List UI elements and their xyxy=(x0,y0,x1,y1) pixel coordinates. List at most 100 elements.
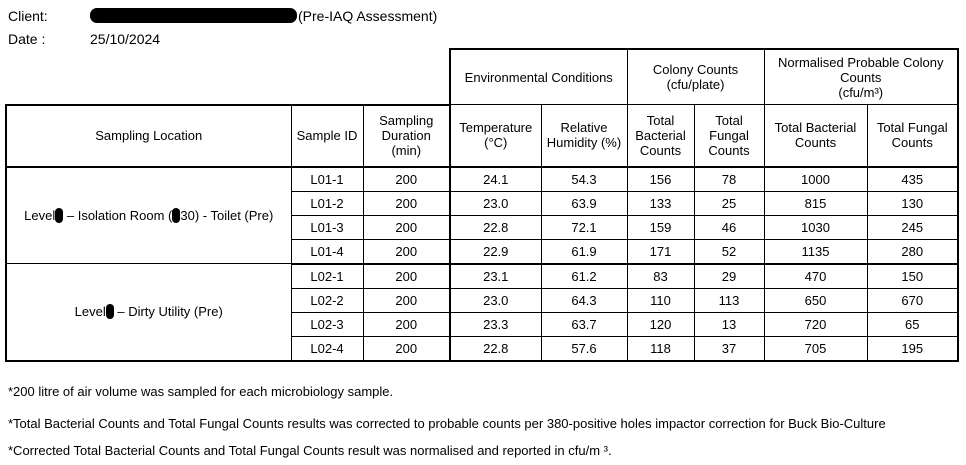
norm-fungal-cell: 65 xyxy=(866,311,959,337)
norm-fungal-cell: 150 xyxy=(866,263,959,289)
total-bacterial-cell: 83 xyxy=(626,263,695,289)
total-fungal-cell: 29 xyxy=(693,263,765,289)
humidity-cell: 72.1 xyxy=(540,214,628,240)
normalised-counts-header: Normalised Probable Colony Counts (cfu/m… xyxy=(763,48,959,105)
duration-cell: 200 xyxy=(362,238,451,265)
humidity-cell: 64.3 xyxy=(540,287,628,313)
humidity-cell: 61.9 xyxy=(540,238,628,265)
footnote-air-volume: *200 litre of air volume was sampled for… xyxy=(8,384,394,399)
table-row: L01-3 200 22.8 72.1 159 46 1030 245 xyxy=(6,214,959,240)
temperature-cell: 22.8 xyxy=(449,335,542,362)
norm-bacterial-cell: 815 xyxy=(763,190,868,216)
humidity-cell: 54.3 xyxy=(540,166,628,192)
norm-fungal-cell: 245 xyxy=(866,214,959,240)
col-header-duration: Sampling Duration (min) xyxy=(362,103,451,168)
temperature-cell: 23.1 xyxy=(449,263,542,289)
sample-id-cell: L02-3 xyxy=(290,311,364,337)
norm-bacterial-cell: 650 xyxy=(763,287,868,313)
redacted-mark xyxy=(55,207,64,223)
sampling-location-cell: Level – Dirty Utility (Pre) xyxy=(5,263,292,362)
norm-bacterial-cell: 470 xyxy=(763,263,868,289)
norm-bacterial-cell: 705 xyxy=(763,335,868,362)
footnote-normalisation: *Corrected Total Bacterial Counts and To… xyxy=(8,443,612,458)
col-header-norm-bacterial: Total Bacterial Counts xyxy=(763,104,868,168)
col-header-norm-fungal: Total Fungal Counts xyxy=(866,104,959,168)
total-fungal-cell: 25 xyxy=(693,190,765,216)
env-conditions-header: Environmental Conditions xyxy=(449,48,628,105)
col-header-temperature: Temperature (°C) xyxy=(449,104,542,168)
duration-cell: 200 xyxy=(362,287,451,313)
norm-fungal-cell: 670 xyxy=(866,287,959,313)
table-row: L02-3 200 23.3 63.7 120 13 720 65 xyxy=(6,311,959,337)
total-bacterial-cell: 118 xyxy=(626,335,695,362)
col-header-total-fungal: Total Fungal Counts xyxy=(693,104,765,168)
table-row: L01-4 200 22.9 61.9 171 52 1135 280 xyxy=(6,238,959,265)
client-suffix: (Pre-IAQ Assessment) xyxy=(298,8,438,24)
sample-id-cell: L01-1 xyxy=(290,166,364,192)
date-line: Date : 25/10/2024 xyxy=(8,31,160,48)
total-bacterial-cell: 133 xyxy=(626,190,695,216)
duration-cell: 200 xyxy=(362,190,451,216)
sample-id-cell: L02-2 xyxy=(290,287,364,313)
table-row: L01-2 200 23.0 63.9 133 25 815 130 xyxy=(6,190,959,216)
column-header-row: Sampling Location Sample ID Sampling Dur… xyxy=(5,103,959,168)
redacted-mark xyxy=(105,304,114,320)
col-header-sample-id: Sample ID xyxy=(290,103,364,168)
duration-cell: 200 xyxy=(362,214,451,240)
norm-fungal-cell: 280 xyxy=(866,238,959,265)
sample-id-cell: L01-4 xyxy=(290,238,364,265)
colony-counts-header: Colony Counts (cfu/plate) xyxy=(626,48,765,105)
group-header-row: Environmental Conditions Colony Counts (… xyxy=(6,48,959,105)
norm-fungal-cell: 130 xyxy=(866,190,959,216)
date-label: Date : xyxy=(8,31,46,47)
humidity-cell: 63.7 xyxy=(540,311,628,337)
total-fungal-cell: 37 xyxy=(693,335,765,362)
total-bacterial-cell: 120 xyxy=(626,311,695,337)
sample-id-cell: L02-4 xyxy=(290,335,364,362)
duration-cell: 200 xyxy=(362,311,451,337)
total-bacterial-cell: 110 xyxy=(626,287,695,313)
temperature-cell: 24.1 xyxy=(449,166,542,192)
client-label: Client: xyxy=(8,8,48,24)
norm-bacterial-cell: 1030 xyxy=(763,214,868,240)
total-fungal-cell: 46 xyxy=(693,214,765,240)
duration-cell: 200 xyxy=(362,335,451,362)
results-table: Environmental Conditions Colony Counts (… xyxy=(5,48,959,362)
total-bacterial-cell: 156 xyxy=(626,166,695,192)
temperature-cell: 23.0 xyxy=(449,190,542,216)
blank-corner xyxy=(6,49,291,105)
table-row: L02-2 200 23.0 64.3 110 113 650 670 xyxy=(6,287,959,313)
total-bacterial-cell: 171 xyxy=(626,238,695,265)
norm-fungal-cell: 195 xyxy=(866,335,959,362)
sample-id-cell: L01-3 xyxy=(290,214,364,240)
humidity-cell: 63.9 xyxy=(540,190,628,216)
temperature-cell: 22.8 xyxy=(449,214,542,240)
date-value: 25/10/2024 xyxy=(90,31,161,47)
norm-bacterial-cell: 1135 xyxy=(763,238,868,265)
redacted-client-name xyxy=(90,8,297,23)
duration-cell: 200 xyxy=(362,263,451,289)
humidity-cell: 61.2 xyxy=(540,263,628,289)
total-fungal-cell: 113 xyxy=(693,287,765,313)
col-header-total-bacterial: Total Bacterial Counts xyxy=(626,104,695,168)
norm-fungal-cell: 435 xyxy=(866,166,959,192)
col-header-location: Sampling Location xyxy=(5,103,292,168)
redacted-mark xyxy=(172,207,181,223)
temperature-cell: 22.9 xyxy=(449,238,542,265)
sampling-location-cell: Level – Isolation Room (30) - Toilet (Pr… xyxy=(5,166,292,264)
col-header-humidity: Relative Humidity (%) xyxy=(540,104,628,168)
sample-id-cell: L02-1 xyxy=(290,263,364,289)
total-fungal-cell: 78 xyxy=(693,166,765,192)
norm-bacterial-cell: 1000 xyxy=(763,166,868,192)
table-row: Level – Dirty Utility (Pre) L02-1 200 23… xyxy=(5,263,959,362)
humidity-cell: 57.6 xyxy=(540,335,628,362)
sample-id-cell: L01-2 xyxy=(290,190,364,216)
table-row: L02-4 200 22.8 57.6 118 37 705 195 xyxy=(6,335,959,362)
total-fungal-cell: 13 xyxy=(693,311,765,337)
norm-bacterial-cell: 720 xyxy=(763,311,868,337)
temperature-cell: 23.0 xyxy=(449,287,542,313)
footnote-correction: *Total Bacterial Counts and Total Fungal… xyxy=(8,416,886,431)
client-line: Client: (Pre-IAQ Assessment) xyxy=(8,8,437,25)
total-fungal-cell: 52 xyxy=(693,238,765,265)
total-bacterial-cell: 159 xyxy=(626,214,695,240)
